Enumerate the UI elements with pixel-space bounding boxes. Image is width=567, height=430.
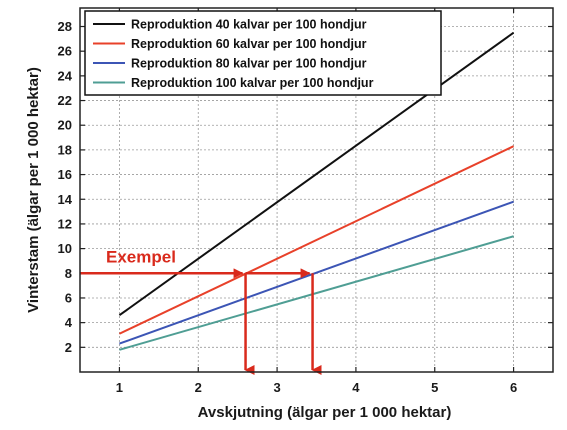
y-tick-label: 28 <box>58 19 72 34</box>
x-axis-title: Avskjutning (älgar per 1 000 hektar) <box>198 404 452 421</box>
y-tick-label: 16 <box>58 167 72 182</box>
y-tick-label: 2 <box>65 340 72 355</box>
series-lines <box>118 31 515 351</box>
series-line-4 <box>119 235 514 351</box>
x-tick-label: 2 <box>195 380 202 395</box>
y-tick-label: 12 <box>58 216 72 231</box>
x-tick-label: 3 <box>273 380 280 395</box>
legend-entry: Reproduktion 40 kalvar per 100 hondjur <box>131 18 367 32</box>
y-tick-label: 24 <box>58 68 73 83</box>
x-tick-label: 1 <box>116 380 123 395</box>
x-tick-label: 6 <box>510 380 517 395</box>
y-tick-label: 22 <box>58 93 72 108</box>
y-tick-label: 18 <box>58 142 72 157</box>
y-tick-label: 6 <box>65 290 72 305</box>
legend-entry: Reproduktion 60 kalvar per 100 hondjur <box>131 37 367 51</box>
x-tick-label: 5 <box>431 380 438 395</box>
legend: Reproduktion 40 kalvar per 100 hondjur Re… <box>84 10 442 96</box>
legend-entry: Reproduktion 100 kalvar per 100 hondjur <box>131 76 374 90</box>
y-tick-label: 26 <box>58 44 72 59</box>
series-line-3 <box>119 200 514 345</box>
y-tick-label: 20 <box>58 118 72 133</box>
y-axis-title: Vinterstam (älgar per 1 000 hektar) <box>25 67 42 313</box>
y-tick-label: 14 <box>58 192 73 207</box>
y-tick-label: 4 <box>65 315 73 330</box>
legend-entry: Reproduktion 80 kalvar per 100 hondjur <box>131 57 367 71</box>
legend-box <box>84 10 442 96</box>
series-line-2 <box>118 145 515 335</box>
series-line-1 <box>118 31 515 317</box>
x-tick-label: 4 <box>352 380 360 395</box>
example-label: Exempel <box>106 247 176 266</box>
y-tick-label: 10 <box>58 241 72 256</box>
example-annotation: Exempel <box>80 247 322 375</box>
y-tick-label: 8 <box>65 266 72 281</box>
plot-frame <box>79 7 554 373</box>
